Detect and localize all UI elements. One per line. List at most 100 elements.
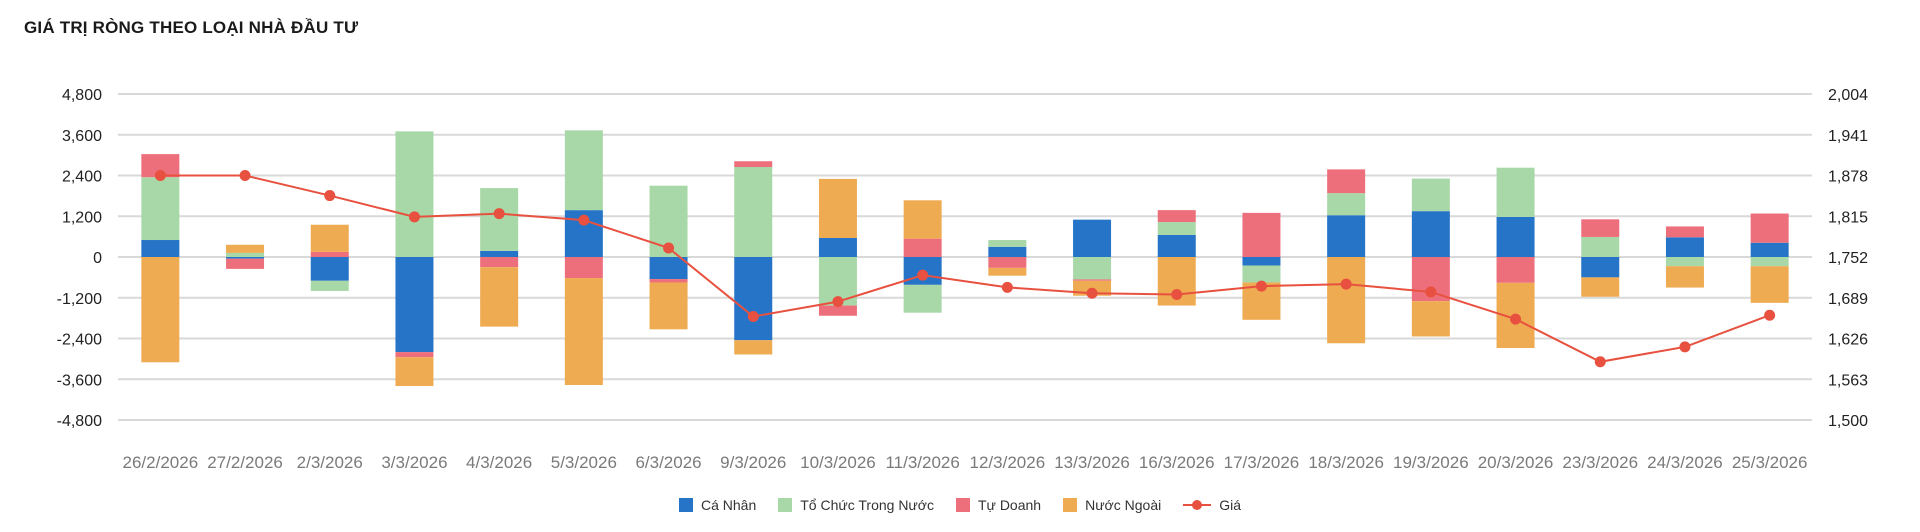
bar-segment-ca-nhan bbox=[988, 246, 1027, 257]
bar-segment-tu-doanh bbox=[141, 154, 180, 178]
bar-segment-ca-nhan bbox=[1073, 219, 1112, 257]
legend-label-tu-doanh: Tự Doanh bbox=[978, 497, 1042, 513]
y-right-tick-label: 2,004 bbox=[1828, 87, 1868, 104]
bar-segment-nuoc-ngoai bbox=[564, 278, 603, 386]
bar-segment-to-chuc-trong-nuoc bbox=[480, 188, 519, 251]
x-tick-label: 16/3/2026 bbox=[1139, 453, 1215, 472]
bar-segment-to-chuc-trong-nuoc bbox=[310, 280, 349, 291]
price-point bbox=[747, 311, 759, 323]
x-tick-label: 17/3/2026 bbox=[1224, 453, 1300, 472]
y-right-tick-label: 1,626 bbox=[1828, 332, 1868, 349]
x-tick-label: 19/3/2026 bbox=[1393, 453, 1469, 472]
x-tick-label: 2/3/2026 bbox=[297, 453, 363, 472]
legend-swatch-to-chuc-trong-nuoc bbox=[778, 498, 793, 512]
bar-segment-nuoc-ngoai bbox=[1327, 257, 1366, 344]
bar-segment-ca-nhan bbox=[1581, 257, 1620, 278]
bar-segment-to-chuc-trong-nuoc bbox=[1327, 193, 1366, 216]
legend-item-nuoc-ngoai[interactable]: Nước Ngoài bbox=[1063, 497, 1161, 513]
bar-segment-ca-nhan bbox=[734, 257, 773, 341]
bar-segment-ca-nhan bbox=[818, 237, 857, 257]
legend-item-tu-doanh[interactable]: Tự Doanh bbox=[956, 497, 1041, 513]
x-tick-label: 27/2/2026 bbox=[207, 453, 283, 472]
x-tick-label: 4/3/2026 bbox=[466, 453, 532, 472]
x-tick-label: 9/3/2026 bbox=[720, 453, 786, 472]
legend-item-to-chuc-trong-nuoc[interactable]: Tổ Chức Trong Nước bbox=[778, 497, 934, 513]
x-tick-label: 3/3/2026 bbox=[381, 453, 447, 472]
bar-segment-to-chuc-trong-nuoc bbox=[734, 167, 773, 257]
bar-segment-ca-nhan bbox=[1496, 216, 1535, 257]
bar-segment-tu-doanh bbox=[988, 257, 1027, 268]
bar-segment-to-chuc-trong-nuoc bbox=[1242, 265, 1281, 283]
y-right-tick-label: 1,815 bbox=[1828, 209, 1868, 226]
bar-segment-to-chuc-trong-nuoc bbox=[1750, 257, 1789, 267]
bar-segment-nuoc-ngoai bbox=[226, 244, 265, 253]
bar-segment-to-chuc-trong-nuoc bbox=[1581, 236, 1620, 257]
x-tick-label: 23/3/2026 bbox=[1562, 453, 1638, 472]
price-point bbox=[493, 208, 505, 220]
bar-segment-to-chuc-trong-nuoc bbox=[1073, 257, 1112, 280]
price-point bbox=[917, 269, 929, 281]
legend-item-gia[interactable]: Giá bbox=[1183, 497, 1241, 513]
legend-item-ca-nhan[interactable]: Cá Nhân bbox=[678, 497, 757, 513]
bar-segment-tu-doanh bbox=[1157, 210, 1196, 223]
bar-segment-ca-nhan bbox=[141, 240, 180, 257]
bar-segment-tu-doanh bbox=[310, 251, 349, 257]
x-tick-label: 18/3/2026 bbox=[1308, 453, 1384, 472]
price-point bbox=[1679, 341, 1691, 353]
bar-segment-ca-nhan bbox=[480, 250, 519, 257]
chart-canvas: 4,800 2,004 3,600 1,941 2,400 1,878 1,200 1,815… bbox=[57, 87, 1869, 472]
price-point bbox=[1171, 289, 1183, 301]
y-right-tick-label: 1,500 bbox=[1828, 413, 1868, 430]
legend-swatch-ca-nhan bbox=[678, 498, 693, 512]
bar-segment-tu-doanh bbox=[1665, 226, 1704, 238]
x-tick-label: 26/2/2026 bbox=[123, 453, 199, 472]
bar-segment-tu-doanh bbox=[395, 352, 434, 358]
bar-segment-tu-doanh bbox=[903, 238, 942, 257]
legend-swatch-gia bbox=[1183, 498, 1212, 512]
x-tick-label: 12/3/2026 bbox=[970, 453, 1046, 472]
bar-segment-nuoc-ngoai bbox=[480, 267, 519, 327]
price-point bbox=[663, 242, 675, 254]
x-tick-label: 13/3/2026 bbox=[1054, 453, 1130, 472]
price-point bbox=[1340, 278, 1352, 290]
y-left-tick-label: 4,800 bbox=[62, 87, 102, 104]
price-point bbox=[408, 211, 420, 223]
bar-segment-ca-nhan bbox=[1665, 237, 1704, 257]
y-left-tick-label: 1,200 bbox=[62, 209, 102, 226]
bar-segment-nuoc-ngoai bbox=[1750, 266, 1789, 303]
bar-segment-tu-doanh bbox=[1581, 219, 1620, 237]
bar-segment-nuoc-ngoai bbox=[1411, 301, 1450, 337]
bar-segment-nuoc-ngoai bbox=[903, 200, 942, 239]
bar-segment-to-chuc-trong-nuoc bbox=[1411, 178, 1450, 212]
price-point bbox=[832, 296, 844, 308]
bar-segment-to-chuc-trong-nuoc bbox=[988, 240, 1027, 247]
legend-label-ca-nhan: Cá Nhân bbox=[700, 497, 757, 513]
bar-segment-tu-doanh bbox=[1496, 257, 1535, 283]
bar-segment-nuoc-ngoai bbox=[649, 282, 688, 330]
price-point bbox=[1425, 286, 1437, 298]
y-left-tick-label: -1,200 bbox=[57, 291, 102, 308]
bar-segment-ca-nhan bbox=[1750, 242, 1789, 257]
bar-segment-tu-doanh bbox=[649, 279, 688, 283]
price-point bbox=[239, 170, 251, 181]
x-tick-label: 10/3/2026 bbox=[800, 453, 876, 472]
x-tick-label: 24/3/2026 bbox=[1647, 453, 1723, 472]
bar-segment-ca-nhan bbox=[395, 257, 434, 353]
y-right-tick-label: 1,689 bbox=[1828, 291, 1868, 308]
legend-label-gia: Giá bbox=[1219, 497, 1242, 513]
bar-segment-ca-nhan bbox=[1327, 215, 1366, 257]
bar-segment-tu-doanh bbox=[734, 161, 773, 168]
x-tick-label: 5/3/2026 bbox=[551, 453, 617, 472]
bar-segment-to-chuc-trong-nuoc bbox=[1157, 222, 1196, 235]
bar-segment-tu-doanh bbox=[226, 258, 265, 269]
legend-swatch-tu-doanh bbox=[956, 498, 970, 512]
y-right-tick-label: 1,563 bbox=[1828, 372, 1868, 389]
bar-segment-nuoc-ngoai bbox=[141, 257, 180, 363]
chart-title: GIÁ TRỊ RÒNG THEO LOẠI NHÀ ĐẦU TƯ bbox=[24, 18, 359, 37]
legend-label-to-chuc-trong-nuoc: Tổ Chức Trong Nước bbox=[800, 497, 934, 513]
bar-segment-ca-nhan bbox=[1157, 234, 1196, 257]
bar-segment-tu-doanh bbox=[818, 305, 857, 316]
bar-segment-nuoc-ngoai bbox=[818, 178, 857, 238]
y-left-tick-label: 2,400 bbox=[62, 169, 102, 186]
bar-segment-ca-nhan bbox=[310, 257, 349, 281]
